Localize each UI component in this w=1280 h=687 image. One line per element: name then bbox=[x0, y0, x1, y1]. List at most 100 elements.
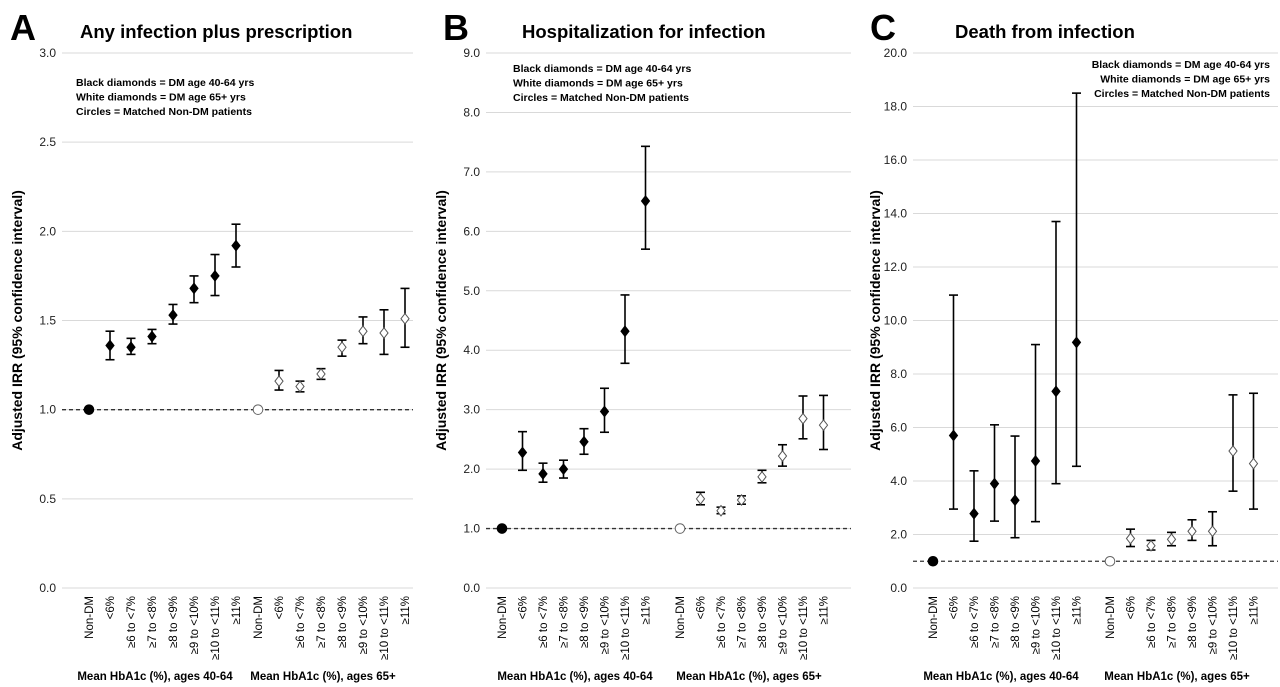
data-point-diamond bbox=[1248, 457, 1259, 470]
x-tick-label: ≥10 to <11% bbox=[798, 596, 810, 660]
data-point-diamond bbox=[579, 435, 589, 448]
x-tick-label: Non-DM bbox=[497, 596, 509, 639]
data-point-diamond bbox=[1187, 525, 1197, 538]
x-tick-label: ≥7 to <8% bbox=[316, 596, 328, 648]
x-tick-label: ≥6 to <7% bbox=[969, 596, 981, 648]
y-tick-label: 16.0 bbox=[884, 153, 908, 167]
legend-entry: Circles = Matched Non-DM patients bbox=[1094, 88, 1270, 100]
y-tick-label: 9.0 bbox=[463, 46, 480, 60]
y-tick-label: 3.0 bbox=[463, 403, 480, 417]
data-point-diamond bbox=[210, 269, 220, 282]
x-group-label: Mean HbA1c (%), ages 40-64 bbox=[77, 671, 233, 683]
y-tick-label: 3.0 bbox=[39, 46, 56, 60]
x-tick-label: ≥6 to <7% bbox=[538, 596, 550, 648]
y-axis-label: Adjusted IRR (95% confidence interval) bbox=[867, 190, 883, 451]
y-tick-label: 10.0 bbox=[884, 314, 908, 328]
y-tick-label: 0.0 bbox=[463, 581, 480, 595]
y-tick-label: 8.0 bbox=[890, 367, 907, 381]
series-ages-40-64 bbox=[927, 92, 1082, 567]
data-point-circle bbox=[674, 523, 686, 534]
x-group-label: Mean HbA1c (%), ages 65+ bbox=[676, 671, 822, 683]
y-axis-label: Adjusted IRR (95% confidence interval) bbox=[9, 190, 25, 451]
data-point-diamond bbox=[1030, 454, 1041, 467]
data-point-diamond bbox=[558, 463, 569, 476]
y-tick-label: 0.0 bbox=[39, 581, 56, 595]
data-point-diamond bbox=[695, 492, 706, 505]
x-tick-label: ≥11% bbox=[231, 596, 243, 624]
data-point-circle bbox=[927, 555, 939, 567]
x-tick-label: Non-DM bbox=[1105, 596, 1117, 639]
chart-title: Any infection plus prescription bbox=[80, 21, 352, 42]
legend-entry: Circles = Matched Non-DM patients bbox=[513, 92, 689, 104]
x-tick-label: ≥9 to <10% bbox=[600, 596, 612, 654]
y-tick-label: 6.0 bbox=[463, 224, 480, 238]
series-ages-40-64 bbox=[496, 145, 651, 534]
y-tick-label: 2.0 bbox=[39, 224, 56, 238]
x-tick-label: ≥9 to <10% bbox=[1208, 596, 1220, 654]
data-point-diamond bbox=[640, 195, 651, 208]
data-point-diamond bbox=[798, 412, 808, 425]
y-tick-label: 20.0 bbox=[884, 46, 908, 60]
x-tick-label: ≥8 to <9% bbox=[1010, 596, 1022, 648]
data-point-diamond bbox=[316, 367, 326, 381]
y-tick-label: 2.0 bbox=[890, 528, 907, 542]
data-point-diamond bbox=[1207, 525, 1218, 538]
x-tick-label: ≥11% bbox=[1072, 596, 1084, 624]
series-ages-65-plus bbox=[252, 287, 410, 415]
data-point-circle bbox=[1104, 555, 1116, 567]
x-tick-label: Non-DM bbox=[253, 596, 265, 639]
data-point-diamond bbox=[295, 380, 305, 393]
x-tick-label: ≥8 to <9% bbox=[757, 596, 769, 648]
x-tick-label: ≥11% bbox=[641, 596, 653, 624]
legend-entry: Black diamonds = DM age 40-64 yrs bbox=[513, 63, 691, 75]
legend: Black diamonds = DM age 40-64 yrs White d… bbox=[1092, 59, 1270, 100]
data-point-diamond bbox=[1146, 539, 1156, 552]
x-tick-label: ≥10 to <11% bbox=[1228, 596, 1240, 660]
y-tick-label: 1.0 bbox=[39, 403, 56, 417]
x-tick-label: ≥6 to <7% bbox=[295, 596, 307, 648]
data-point-diamond bbox=[189, 282, 199, 295]
data-point-diamond bbox=[105, 339, 115, 352]
y-tick-label: 18.0 bbox=[884, 100, 908, 114]
x-tick-label: ≥8 to <9% bbox=[1187, 596, 1199, 648]
data-point-diamond bbox=[337, 341, 347, 354]
legend: Black diamonds = DM age 40-64 yrs White d… bbox=[76, 77, 254, 118]
y-tick-label: 14.0 bbox=[884, 207, 908, 221]
panel-a: A Any infection plus prescription 0.0 0.5 1.… bbox=[9, 7, 413, 683]
data-point-diamond bbox=[1051, 385, 1061, 398]
legend-entry: White diamonds = DM age 65+ yrs bbox=[1100, 74, 1270, 86]
x-tick-label: <6% bbox=[105, 596, 117, 619]
data-point-circle bbox=[252, 404, 264, 415]
data-point-diamond bbox=[168, 309, 178, 322]
panel-letter: B bbox=[443, 7, 469, 48]
x-tick-label: ≥10 to <11% bbox=[210, 596, 222, 660]
x-tick-label: ≥7 to <8% bbox=[737, 596, 749, 648]
data-point-diamond bbox=[358, 325, 368, 338]
panel-letter: C bbox=[870, 7, 896, 48]
x-tick-label: <6% bbox=[518, 596, 530, 619]
legend-entry: White diamonds = DM age 65+ yrs bbox=[513, 78, 683, 90]
y-tick-label: 5.0 bbox=[463, 284, 480, 298]
data-point-circle bbox=[83, 404, 95, 415]
x-tick-label: <6% bbox=[949, 596, 961, 619]
x-tick-label: ≥11% bbox=[1249, 596, 1261, 624]
data-point-diamond bbox=[1125, 532, 1136, 545]
data-point-diamond bbox=[818, 419, 829, 432]
data-point-diamond bbox=[231, 239, 241, 252]
data-point-diamond bbox=[989, 477, 1000, 490]
y-tick-label: 0.5 bbox=[39, 492, 56, 506]
y-tick-label: 1.0 bbox=[463, 522, 480, 536]
data-point-diamond bbox=[948, 429, 959, 442]
y-tick-label: 12.0 bbox=[884, 260, 908, 274]
series-ages-65-plus bbox=[1104, 392, 1259, 567]
x-group-label: Mean HbA1c (%), ages 65+ bbox=[250, 671, 396, 683]
chart-title: Death from infection bbox=[955, 21, 1135, 42]
x-tick-label: <6% bbox=[696, 596, 708, 619]
panel-c: C Death from infection 0.0 2.0 4.0 6.0 8.0 10.0… bbox=[867, 7, 1278, 683]
y-tick-label: 1.5 bbox=[39, 314, 56, 328]
x-tick-label: Non-DM bbox=[675, 596, 687, 639]
x-tick-label: Non-DM bbox=[928, 596, 940, 639]
legend-entry: Circles = Matched Non-DM patients bbox=[76, 106, 252, 118]
data-point-diamond bbox=[1010, 494, 1020, 507]
